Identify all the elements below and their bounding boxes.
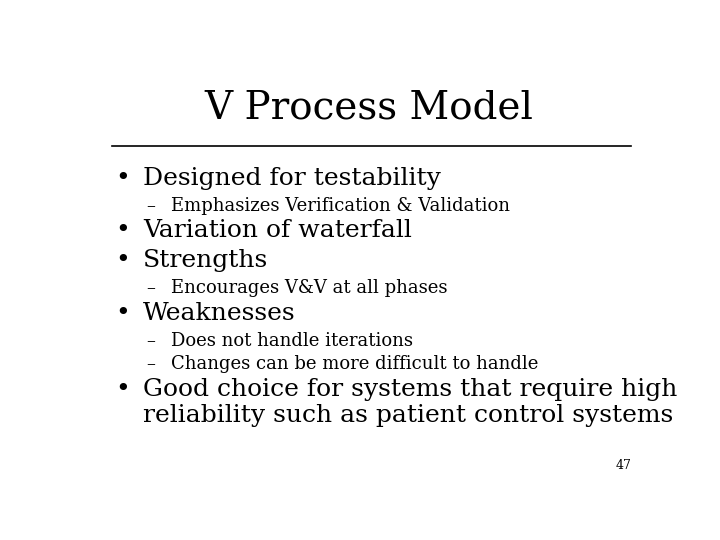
Text: •: • [115,378,130,401]
Text: Encourages V&V at all phases: Encourages V&V at all phases [171,279,447,298]
Text: •: • [115,249,130,272]
Text: –: – [145,355,155,373]
Text: Good choice for systems that require high
reliability such as patient control sy: Good choice for systems that require hig… [143,378,678,428]
Text: •: • [115,302,130,325]
Text: Does not handle iterations: Does not handle iterations [171,332,413,350]
Text: Emphasizes Verification & Validation: Emphasizes Verification & Validation [171,197,510,214]
Text: •: • [115,219,130,242]
Text: Strengths: Strengths [143,249,269,272]
Text: V Process Model: V Process Model [204,90,534,127]
Text: –: – [145,279,155,298]
Text: Variation of waterfall: Variation of waterfall [143,219,412,242]
Text: –: – [145,332,155,350]
Text: Designed for testability: Designed for testability [143,167,441,190]
Text: 47: 47 [616,460,631,472]
Text: Weaknesses: Weaknesses [143,302,296,325]
Text: Changes can be more difficult to handle: Changes can be more difficult to handle [171,355,539,373]
Text: •: • [115,167,130,190]
Text: –: – [145,197,155,214]
